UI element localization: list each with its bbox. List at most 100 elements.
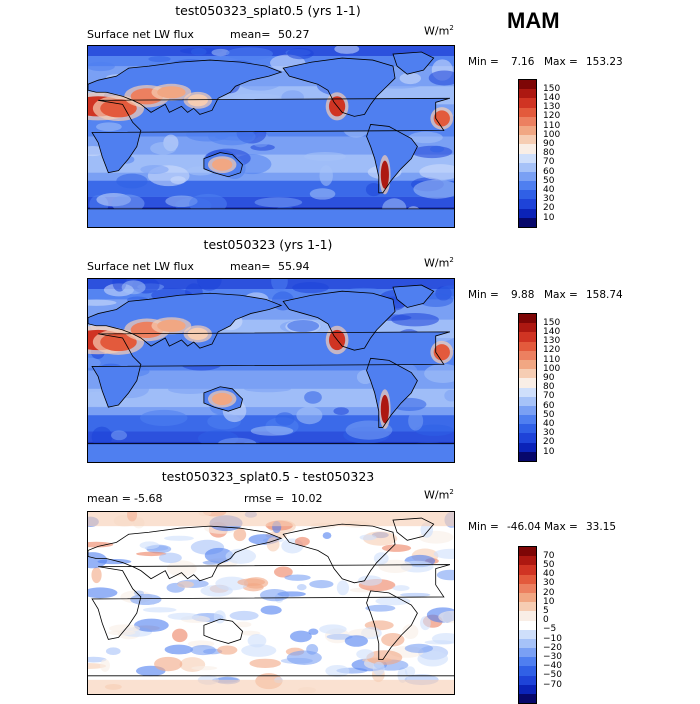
- colorbar-tick-label: 30: [543, 194, 555, 205]
- colorbar-swatch: [519, 314, 536, 324]
- panel-3-map: [87, 511, 455, 695]
- panel-2-colorbar: [518, 313, 537, 463]
- colorbar-swatch: [519, 116, 536, 126]
- colorbar-tick-label: 90: [543, 372, 555, 383]
- panel-2-max-label: Max =: [544, 289, 578, 301]
- colorbar-tick-label: 90: [543, 138, 555, 149]
- panel-1-field-name: Surface net LW flux: [87, 28, 194, 41]
- colorbar-swatch: [519, 611, 536, 621]
- season-label: MAM: [507, 8, 560, 33]
- colorbar-tick-label: 140: [543, 326, 561, 337]
- colorbar-swatch: [519, 657, 536, 667]
- panel-2-title: test050323 (yrs 1-1): [203, 237, 333, 252]
- panel-1-mean-value: 50.27: [278, 28, 310, 41]
- colorbar-tick-label: 0: [543, 615, 549, 626]
- colorbar-swatch: [519, 378, 536, 388]
- colorbar-tick-label: 150: [543, 83, 561, 94]
- colorbar-swatch: [519, 153, 536, 163]
- colorbar-tick-label: 60: [543, 166, 555, 177]
- colorbar-swatch: [519, 359, 536, 370]
- colorbar-swatch: [519, 638, 536, 649]
- colorbar-swatch: [519, 415, 536, 425]
- colorbar-swatch: [519, 556, 536, 566]
- panel-2-map: [87, 278, 455, 463]
- panel-2-max-value: 158.74: [586, 289, 623, 301]
- colorbar-swatch: [519, 451, 536, 461]
- colorbar-tick-label: 50: [543, 175, 555, 186]
- colorbar-swatch: [519, 565, 536, 575]
- colorbar-tick-label: 110: [543, 354, 561, 365]
- colorbar-tick-label: 130: [543, 102, 561, 113]
- colorbar-swatch: [519, 217, 536, 227]
- colorbar-swatch: [519, 387, 536, 397]
- colorbar-swatch: [519, 171, 536, 182]
- panel-3-rmse-value: 10.02: [291, 492, 323, 505]
- colorbar-tick-label: 70: [543, 391, 555, 402]
- panel-2-mean-label: mean=: [230, 260, 271, 273]
- colorbar-tick-label: 130: [543, 336, 561, 347]
- colorbar-swatch: [519, 433, 536, 443]
- panel-2-mean-value: 55.94: [278, 260, 310, 273]
- panel-1-title: test050323_splat0.5 (yrs 1-1): [175, 3, 361, 18]
- colorbar-swatch: [519, 694, 536, 704]
- colorbar-tick-label: 80: [543, 148, 555, 159]
- colorbar-swatch: [519, 547, 536, 557]
- colorbar-swatch: [519, 684, 536, 694]
- colorbar-swatch: [519, 648, 536, 658]
- colorbar-tick-label: 40: [543, 418, 555, 429]
- colorbar-tick-label: 40: [543, 184, 555, 195]
- colorbar-tick-label: 20: [543, 587, 555, 598]
- colorbar-swatch: [519, 629, 536, 639]
- colorbar-tick-label: −30: [543, 651, 562, 662]
- colorbar-swatch: [519, 620, 536, 630]
- colorbar-tick-label: 120: [543, 111, 561, 122]
- colorbar-swatch: [519, 125, 536, 136]
- colorbar-tick-label: 60: [543, 400, 555, 411]
- colorbar-swatch: [519, 442, 536, 452]
- colorbar-swatch: [519, 405, 536, 416]
- panel-1-colorbar: [518, 79, 537, 229]
- panel-3-rmse-label: rmse =: [244, 492, 285, 505]
- colorbar-tick-label: 10: [543, 446, 555, 457]
- colorbar-swatch: [519, 190, 536, 200]
- colorbar-tick-label: 70: [543, 157, 555, 168]
- panel-1-max-value: 153.23: [586, 56, 623, 68]
- colorbar-swatch: [519, 199, 536, 209]
- colorbar-swatch: [519, 602, 536, 612]
- colorbar-tick-label: −50: [543, 670, 562, 681]
- colorbar-swatch: [519, 162, 536, 172]
- colorbar-tick-label: −20: [543, 642, 562, 653]
- colorbar-swatch: [519, 98, 536, 108]
- panel-3-mean-label: mean =: [87, 492, 131, 505]
- panel-2-min-value: 9.88: [511, 289, 535, 301]
- colorbar-swatch: [519, 675, 536, 685]
- panel-3-min-value: -46.04: [507, 521, 541, 533]
- colorbar-tick-label: 30: [543, 428, 555, 439]
- colorbar-tick-label: 100: [543, 363, 561, 374]
- colorbar-swatch: [519, 323, 536, 333]
- colorbar-tick-label: 5: [543, 605, 549, 616]
- colorbar-swatch: [519, 107, 536, 117]
- panel-1-min-value: 7.16: [511, 56, 535, 68]
- colorbar-swatch: [519, 332, 536, 342]
- panel-3-max-label: Max =: [544, 521, 578, 533]
- colorbar-tick-label: 140: [543, 92, 561, 103]
- colorbar-swatch: [519, 666, 536, 676]
- colorbar-swatch: [519, 181, 536, 191]
- panel-3-max-value: 33.15: [586, 521, 617, 533]
- panel-3-title: test050323_splat0.5 - test050323: [161, 469, 375, 484]
- colorbar-tick-label: 150: [543, 317, 561, 328]
- colorbar-tick-label: 80: [543, 382, 555, 393]
- colorbar-tick-label: 120: [543, 345, 561, 356]
- colorbar-swatch: [519, 592, 536, 603]
- panel-2-field-name: Surface net LW flux: [87, 260, 194, 273]
- colorbar-tick-label: 110: [543, 120, 561, 131]
- colorbar-swatch: [519, 396, 536, 406]
- panel-3-units: W/m2: [424, 488, 454, 502]
- colorbar-swatch: [519, 574, 536, 584]
- panel-1-mean-label: mean=: [230, 28, 271, 41]
- colorbar-swatch: [519, 89, 536, 99]
- colorbar-tick-label: 70: [543, 550, 555, 561]
- colorbar-swatch: [519, 424, 536, 434]
- panel-1-map: [87, 45, 455, 228]
